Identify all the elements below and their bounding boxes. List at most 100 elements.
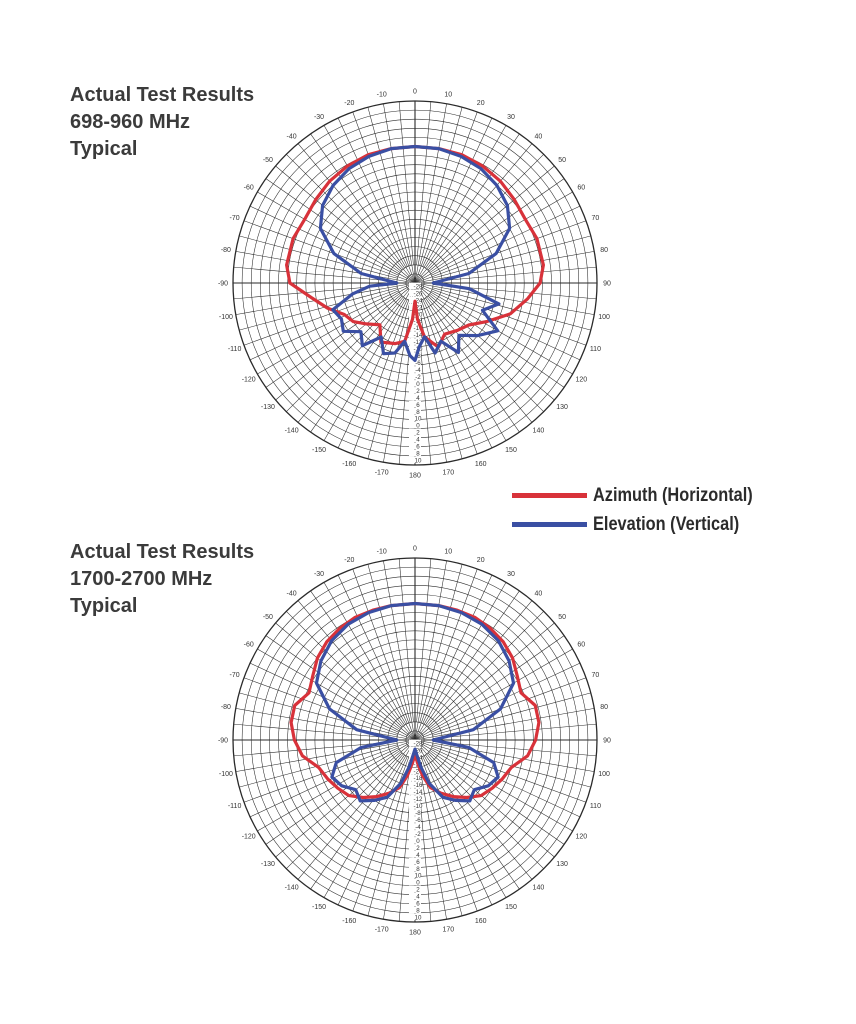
grid-spoke bbox=[425, 754, 520, 890]
angle-tick-label: 120 bbox=[575, 834, 587, 841]
grid-spoke bbox=[352, 739, 416, 912]
radial-tick-label: 0 bbox=[416, 423, 420, 430]
radial-tick-label: -28 bbox=[414, 740, 424, 747]
angle-tick-label: 40 bbox=[535, 590, 543, 597]
radial-tick-label: 4 bbox=[416, 852, 420, 859]
radial-tick-bg bbox=[409, 401, 421, 408]
radial-tick-label: 8 bbox=[416, 866, 420, 873]
radial-tick-bg bbox=[409, 802, 421, 809]
radial-tick-label: -4 bbox=[415, 367, 421, 374]
angle-tick-label: 130 bbox=[556, 404, 568, 411]
angle-tick-label: 50 bbox=[558, 614, 566, 621]
angle-tick-label: 30 bbox=[507, 571, 515, 578]
radial-tick-bg bbox=[409, 892, 421, 900]
angle-tick-label: 110 bbox=[590, 803, 601, 810]
radial-tick-label: 0 bbox=[416, 880, 420, 887]
radial-tick-label: -16 bbox=[414, 325, 424, 332]
angle-tick-label: 10 bbox=[444, 548, 452, 555]
radial-tick-bg bbox=[409, 871, 421, 879]
radial-tick-bg bbox=[409, 373, 421, 380]
angle-tick-label: -40 bbox=[287, 133, 297, 140]
grid-spoke bbox=[414, 282, 595, 315]
angle-tick-label: -30 bbox=[314, 114, 324, 121]
grid-spoke bbox=[235, 708, 416, 741]
angle-tick-label: 20 bbox=[477, 100, 485, 107]
radial-tick-label: -10 bbox=[414, 803, 424, 810]
radial-tick-bg bbox=[409, 324, 421, 331]
angle-tick-label: 90 bbox=[603, 281, 611, 288]
radial-tick-label: -28 bbox=[414, 283, 424, 290]
grid-spoke bbox=[429, 178, 565, 273]
chart-2-title-line: Typical bbox=[70, 595, 138, 617]
radial-tick-label: 0 bbox=[416, 838, 420, 845]
angle-tick-label: 10 bbox=[444, 91, 452, 98]
grid-spoke bbox=[257, 282, 416, 375]
angle-tick-label: 100 bbox=[598, 314, 610, 321]
grid-spoke bbox=[414, 622, 555, 741]
polar-plot-698-960: 0 102030405060708090100110120130140150160… bbox=[218, 89, 611, 480]
grid-spoke bbox=[337, 574, 408, 724]
angle-tick-labels: 0 102030405060708090100110120130140150160… bbox=[218, 546, 611, 937]
angle-tick-label: 170 bbox=[442, 927, 454, 934]
angle-tick-label: 20 bbox=[477, 557, 485, 564]
radial-tick-bg bbox=[409, 823, 421, 830]
grid-spoke bbox=[235, 251, 416, 284]
radial-tick-bg bbox=[409, 851, 421, 858]
grid-spoke bbox=[414, 739, 478, 912]
radial-tick-label: 10 bbox=[415, 416, 422, 423]
radial-tick-bg bbox=[409, 442, 421, 450]
angle-tick-label: -140 bbox=[285, 885, 299, 892]
grid-spoke bbox=[257, 648, 416, 741]
grid-spoke bbox=[352, 111, 416, 284]
legend-swatch-elevation bbox=[512, 522, 587, 527]
angle-tick-label: 140 bbox=[533, 428, 545, 435]
legend-item-azimuth: Azimuth (Horizontal) bbox=[512, 481, 779, 510]
radial-tick-label: -8 bbox=[415, 810, 421, 817]
grid-spoke bbox=[422, 756, 493, 906]
grid-spoke bbox=[239, 235, 398, 279]
radial-tick-label: 6 bbox=[416, 901, 420, 908]
series-elevation-curve bbox=[318, 144, 512, 362]
radial-tick-label: 4 bbox=[416, 395, 420, 402]
radial-tick-bg bbox=[409, 760, 421, 767]
radial-tick-bg bbox=[409, 310, 421, 317]
grid-spoke bbox=[310, 297, 405, 433]
grid-spoke bbox=[414, 251, 595, 284]
radial-tick-label: 10 bbox=[415, 873, 422, 880]
radial-tick-bg bbox=[409, 837, 421, 844]
angle-tick-label: -70 bbox=[230, 215, 240, 222]
grid-spoke bbox=[431, 205, 581, 276]
radial-tick-bg bbox=[409, 788, 421, 795]
angle-tick-label: -90 bbox=[218, 738, 228, 745]
angle-tick-label: 80 bbox=[600, 247, 608, 254]
angle-tick-label: -70 bbox=[230, 672, 240, 679]
radial-tick-label: 6 bbox=[416, 444, 420, 451]
radial-tick-bg bbox=[409, 289, 421, 297]
angle-tick-label: -130 bbox=[261, 404, 275, 411]
radial-tick-label: -20 bbox=[414, 768, 424, 775]
radial-tick-label: -22 bbox=[414, 304, 424, 311]
angle-tick-label: 180 bbox=[409, 473, 421, 480]
grid-spoke bbox=[414, 103, 447, 284]
radial-tick-label: -18 bbox=[414, 775, 424, 782]
radial-tick-label: -4 bbox=[415, 824, 421, 831]
legend: Azimuth (Horizontal) Elevation (Vertical… bbox=[512, 481, 779, 539]
grid-spoke bbox=[265, 293, 401, 388]
radial-tick-bg bbox=[409, 878, 421, 886]
radial-tick-label: -6 bbox=[415, 360, 421, 367]
angle-tick-label: 130 bbox=[556, 861, 568, 868]
chart-2-title-line: Actual Test Results bbox=[70, 541, 255, 563]
grid-spoke bbox=[429, 750, 565, 845]
grid-spoke bbox=[249, 747, 399, 818]
grid-spoke bbox=[310, 590, 405, 726]
grid-spoke bbox=[414, 282, 507, 441]
grid-spoke bbox=[383, 560, 416, 741]
radial-tick-bg bbox=[409, 809, 421, 816]
grid-spoke bbox=[427, 154, 544, 271]
grid-spoke bbox=[398, 558, 414, 722]
angle-tick-label: 150 bbox=[505, 447, 517, 454]
angle-tick-label: 90 bbox=[603, 738, 611, 745]
angle-tick-label: -50 bbox=[263, 614, 273, 621]
grid-spoke bbox=[414, 739, 555, 858]
chart-2-title-line: 1700-2700 MHz bbox=[70, 568, 213, 590]
